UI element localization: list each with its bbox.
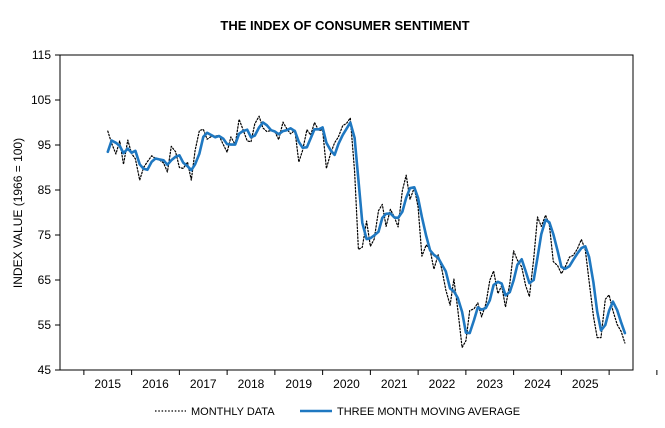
legend: MONTHLY DATA THREE MONTH MOVING AVERAGE [155,406,520,418]
chart-title: THE INDEX OF CONSUMER SENTIMENT [220,18,469,33]
x-tick-label: 2016 [142,377,169,391]
y-tick-label: 65 [38,273,52,287]
x-tick-label: 2021 [381,377,408,391]
x-tick-label: 2018 [238,377,265,391]
x-tick-label: 2020 [333,377,360,391]
x-tick-label: 2025 [572,377,599,391]
y-tick-label: 95 [38,138,52,152]
x-tick-label: 2023 [476,377,503,391]
x-tick-label: 2024 [524,377,551,391]
legend-moving-average-label: THREE MONTH MOVING AVERAGE [337,406,520,418]
x-axis: 2015 2016 2017 2018 2019 2020 2021 2022 2023 2024… [83,370,658,391]
y-tick-label: 85 [38,183,52,197]
x-tick-label: 2015 [94,377,121,391]
legend-monthly-label: MONTHLY DATA [191,406,275,418]
plot-frame [59,54,634,371]
monthly-data-line [107,115,626,349]
y-tick-label: 55 [38,318,52,332]
x-tick-label: 2019 [285,377,312,391]
x-tick-label: 2022 [429,377,456,391]
y-tick-label: 45 [38,363,52,377]
y-tick-label: 75 [38,228,52,242]
x-tick-label: 2017 [190,377,217,391]
y-axis: 45 55 65 75 85 95 105 115 [31,48,60,377]
three-month-moving-average-line [106,121,627,335]
y-tick-label: 105 [31,93,51,107]
y-tick-label: 115 [32,48,51,62]
series-layer [106,115,627,349]
y-axis-label: INDEX VALUE (1966 = 100) [11,138,25,288]
